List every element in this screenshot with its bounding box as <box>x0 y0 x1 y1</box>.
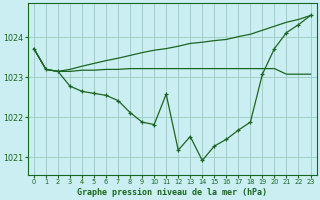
X-axis label: Graphe pression niveau de la mer (hPa): Graphe pression niveau de la mer (hPa) <box>77 188 267 197</box>
